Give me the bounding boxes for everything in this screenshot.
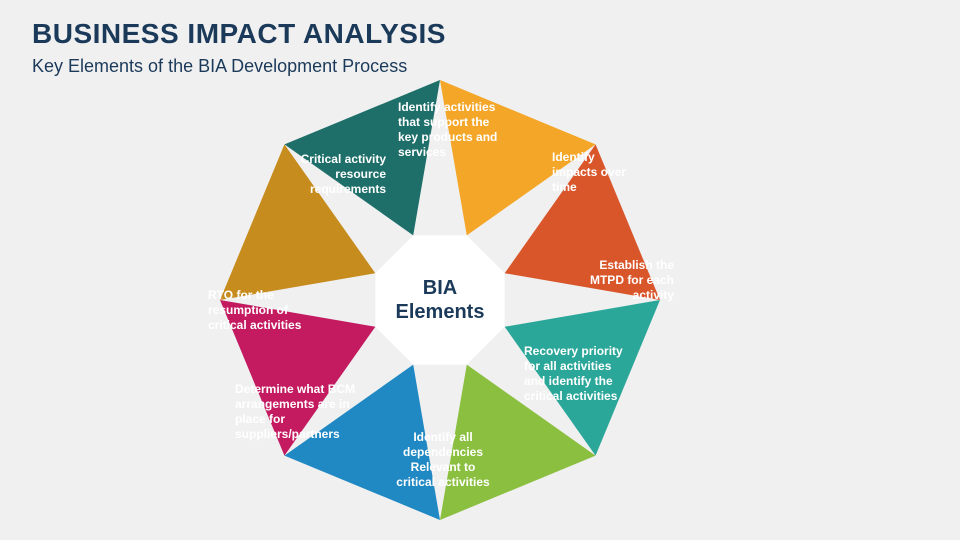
segment-label-6: RTO for the resumption of critical activ… xyxy=(208,288,320,333)
segment-label-4: Identify all dependencies Relevant to cr… xyxy=(390,430,496,490)
segment-label-0: Identify activities that support the key… xyxy=(398,100,510,160)
center-label: BIAElements xyxy=(380,276,500,324)
segment-label-3: Recovery priority for all activities and… xyxy=(524,344,634,404)
segment-label-2: Establish the MTPD for each activity xyxy=(574,258,674,303)
segment-label-5: Determine what BCM arrangements are in p… xyxy=(235,382,375,442)
segment-label-1: Identify impacts over time xyxy=(552,150,632,195)
segment-label-7: Critical activity resource requirements xyxy=(280,152,386,197)
